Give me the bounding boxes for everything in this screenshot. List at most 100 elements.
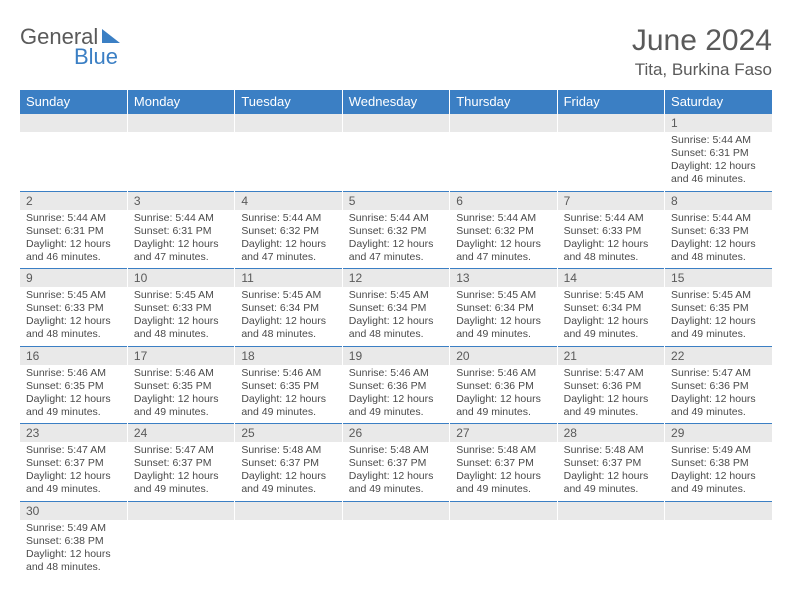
day-number: [342, 501, 449, 520]
day-cell: Sunrise: 5:48 AMSunset: 6:37 PMDaylight:…: [557, 442, 664, 501]
daylight-text-2: and 49 minutes.: [26, 483, 121, 496]
daylight-text-1: Daylight: 12 hours: [456, 393, 550, 406]
sunset-text: Sunset: 6:37 PM: [241, 457, 335, 470]
day-cell: Sunrise: 5:44 AMSunset: 6:32 PMDaylight:…: [235, 210, 342, 269]
day-cell: Sunrise: 5:46 AMSunset: 6:35 PMDaylight:…: [235, 365, 342, 424]
logo-triangle-icon: [102, 29, 120, 43]
day-number: 14: [557, 269, 664, 288]
day-cell: Sunrise: 5:48 AMSunset: 6:37 PMDaylight:…: [450, 442, 557, 501]
daylight-text-1: Daylight: 12 hours: [564, 238, 658, 251]
day-number: 29: [665, 424, 772, 443]
sunrise-text: Sunrise: 5:46 AM: [456, 367, 550, 380]
sunset-text: Sunset: 6:35 PM: [241, 380, 335, 393]
sunrise-text: Sunrise: 5:44 AM: [349, 212, 443, 225]
sunset-text: Sunset: 6:35 PM: [671, 302, 766, 315]
daylight-text-2: and 47 minutes.: [456, 251, 550, 264]
logo-line2: Blue: [20, 44, 118, 70]
sunset-text: Sunset: 6:31 PM: [26, 225, 121, 238]
sunrise-text: Sunrise: 5:46 AM: [349, 367, 443, 380]
day-cell: Sunrise: 5:49 AMSunset: 6:38 PMDaylight:…: [20, 520, 127, 579]
sunset-text: Sunset: 6:33 PM: [671, 225, 766, 238]
day-cell: [450, 520, 557, 579]
sunrise-text: Sunrise: 5:47 AM: [26, 444, 121, 457]
daylight-text-2: and 48 minutes.: [26, 561, 121, 574]
day-header: Friday: [557, 90, 664, 114]
daylight-text-1: Daylight: 12 hours: [456, 315, 550, 328]
location-label: Tita, Burkina Faso: [632, 60, 772, 80]
daylight-text-2: and 49 minutes.: [241, 483, 335, 496]
day-header: Tuesday: [235, 90, 342, 114]
daylight-text-1: Daylight: 12 hours: [26, 315, 121, 328]
daylight-text-2: and 49 minutes.: [456, 483, 550, 496]
day-cell: Sunrise: 5:48 AMSunset: 6:37 PMDaylight:…: [235, 442, 342, 501]
sunset-text: Sunset: 6:37 PM: [26, 457, 121, 470]
sunrise-text: Sunrise: 5:46 AM: [241, 367, 335, 380]
day-number: 6: [450, 191, 557, 210]
sunset-text: Sunset: 6:37 PM: [134, 457, 228, 470]
day-number: 1: [665, 114, 772, 133]
day-cell: [665, 520, 772, 579]
calendar-table: SundayMondayTuesdayWednesdayThursdayFrid…: [20, 90, 772, 578]
daylight-text-2: and 49 minutes.: [564, 483, 658, 496]
sunset-text: Sunset: 6:32 PM: [241, 225, 335, 238]
daylight-text-1: Daylight: 12 hours: [671, 315, 766, 328]
day-number: 26: [342, 424, 449, 443]
day-cell: Sunrise: 5:44 AMSunset: 6:32 PMDaylight:…: [342, 210, 449, 269]
day-header: Saturday: [665, 90, 772, 114]
day-number: [665, 501, 772, 520]
day-number: 21: [557, 346, 664, 365]
sunset-text: Sunset: 6:34 PM: [241, 302, 335, 315]
day-header: Wednesday: [342, 90, 449, 114]
day-number: 15: [665, 269, 772, 288]
daylight-text-1: Daylight: 12 hours: [349, 238, 443, 251]
sunset-text: Sunset: 6:37 PM: [456, 457, 550, 470]
daylight-text-2: and 49 minutes.: [26, 406, 121, 419]
day-cell: [557, 132, 664, 191]
day-cell: [235, 132, 342, 191]
page: General June 2024 Tita, Burkina Faso Blu…: [0, 0, 792, 578]
day-number: 16: [20, 346, 127, 365]
daylight-text-2: and 48 minutes.: [564, 251, 658, 264]
daylight-text-1: Daylight: 12 hours: [26, 393, 121, 406]
daylight-text-2: and 49 minutes.: [349, 483, 443, 496]
daylight-text-1: Daylight: 12 hours: [671, 393, 766, 406]
sunrise-text: Sunrise: 5:44 AM: [671, 212, 766, 225]
day-number: 22: [665, 346, 772, 365]
daylight-text-1: Daylight: 12 hours: [564, 393, 658, 406]
day-cell: Sunrise: 5:44 AMSunset: 6:31 PMDaylight:…: [665, 132, 772, 191]
sunset-text: Sunset: 6:33 PM: [26, 302, 121, 315]
daylight-text-2: and 47 minutes.: [241, 251, 335, 264]
sunset-text: Sunset: 6:31 PM: [134, 225, 228, 238]
sunrise-text: Sunrise: 5:45 AM: [26, 289, 121, 302]
day-number: [557, 501, 664, 520]
daylight-text-2: and 48 minutes.: [671, 251, 766, 264]
daylight-text-1: Daylight: 12 hours: [241, 470, 335, 483]
sunrise-text: Sunrise: 5:49 AM: [26, 522, 121, 535]
day-number: 19: [342, 346, 449, 365]
sunrise-text: Sunrise: 5:48 AM: [349, 444, 443, 457]
daylight-text-1: Daylight: 12 hours: [134, 238, 228, 251]
day-cell: Sunrise: 5:45 AMSunset: 6:34 PMDaylight:…: [235, 287, 342, 346]
daylight-text-2: and 49 minutes.: [671, 328, 766, 341]
daylight-text-1: Daylight: 12 hours: [134, 393, 228, 406]
sunset-text: Sunset: 6:38 PM: [671, 457, 766, 470]
daylight-text-2: and 48 minutes.: [26, 328, 121, 341]
sunrise-text: Sunrise: 5:49 AM: [671, 444, 766, 457]
daylight-text-1: Daylight: 12 hours: [349, 470, 443, 483]
sunrise-text: Sunrise: 5:48 AM: [564, 444, 658, 457]
sunset-text: Sunset: 6:36 PM: [456, 380, 550, 393]
header: General June 2024 Tita, Burkina Faso: [20, 24, 772, 80]
month-title: June 2024: [632, 24, 772, 58]
day-cell: [342, 520, 449, 579]
daylight-text-1: Daylight: 12 hours: [349, 315, 443, 328]
day-cell: Sunrise: 5:45 AMSunset: 6:33 PMDaylight:…: [127, 287, 234, 346]
day-cell: Sunrise: 5:45 AMSunset: 6:34 PMDaylight:…: [450, 287, 557, 346]
sunrise-text: Sunrise: 5:44 AM: [456, 212, 550, 225]
sunrise-text: Sunrise: 5:45 AM: [671, 289, 766, 302]
sunset-text: Sunset: 6:32 PM: [349, 225, 443, 238]
sunset-text: Sunset: 6:37 PM: [564, 457, 658, 470]
day-cell: Sunrise: 5:45 AMSunset: 6:35 PMDaylight:…: [665, 287, 772, 346]
day-number: [450, 501, 557, 520]
daylight-text-1: Daylight: 12 hours: [349, 393, 443, 406]
day-cell: Sunrise: 5:46 AMSunset: 6:36 PMDaylight:…: [450, 365, 557, 424]
